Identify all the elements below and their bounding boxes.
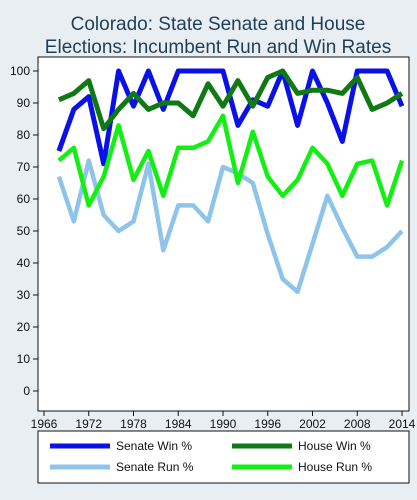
- series-line-house-win: [57, 68, 404, 132]
- legend-label: Senate Run %: [116, 460, 194, 474]
- legend-label: Senate Win %: [116, 439, 192, 453]
- x-tick-label: 2014: [389, 417, 416, 431]
- series-line-house-run: [57, 113, 405, 208]
- legend-item-house-win: House Win %: [232, 439, 371, 453]
- x-tick-label: 1966: [31, 417, 58, 431]
- legend-item-house-run: House Run %: [232, 460, 372, 474]
- y-tick-label: 30: [17, 288, 31, 302]
- series-lines: [56, 68, 405, 295]
- y-tick-label: 90: [17, 96, 31, 110]
- x-tick-label: 1972: [75, 417, 102, 431]
- legend-item-senate-win: Senate Win %: [50, 439, 192, 453]
- x-tick-label: 1990: [210, 417, 237, 431]
- x-axis: 1966 1972 1978 1984 1990 1996 2002 2008 2014: [31, 411, 416, 431]
- y-tick-label: 10: [17, 352, 31, 366]
- x-tick-label: 1984: [165, 417, 192, 431]
- y-tick-label: 70: [17, 160, 31, 174]
- y-tick-label: 80: [17, 128, 31, 142]
- x-tick-label: 1978: [120, 417, 147, 431]
- y-tick-label: 0: [23, 384, 30, 398]
- y-axis: 0 10 20 30 40 50 60 70 80 90 100: [10, 64, 38, 398]
- legend-label: House Run %: [298, 460, 372, 474]
- series-line-senate-run: [56, 158, 404, 295]
- y-tick-label: 40: [17, 256, 31, 270]
- y-tick-label: 100: [10, 64, 30, 78]
- legend-label: House Win %: [298, 439, 371, 453]
- x-tick-label: 1996: [254, 417, 281, 431]
- chart-title-line-1: Colorado: State Senate and House: [71, 14, 366, 35]
- chart-title-line-2: Elections: Incumbent Run and Win Rates: [45, 37, 391, 58]
- y-tick-label: 50: [17, 224, 31, 238]
- y-tick-label: 20: [17, 320, 31, 334]
- x-tick-label: 2002: [299, 417, 326, 431]
- legend-box: [37, 430, 410, 484]
- legend-item-senate-run: Senate Run %: [50, 460, 194, 474]
- y-tick-label: 60: [17, 192, 31, 206]
- x-tick-label: 2008: [344, 417, 371, 431]
